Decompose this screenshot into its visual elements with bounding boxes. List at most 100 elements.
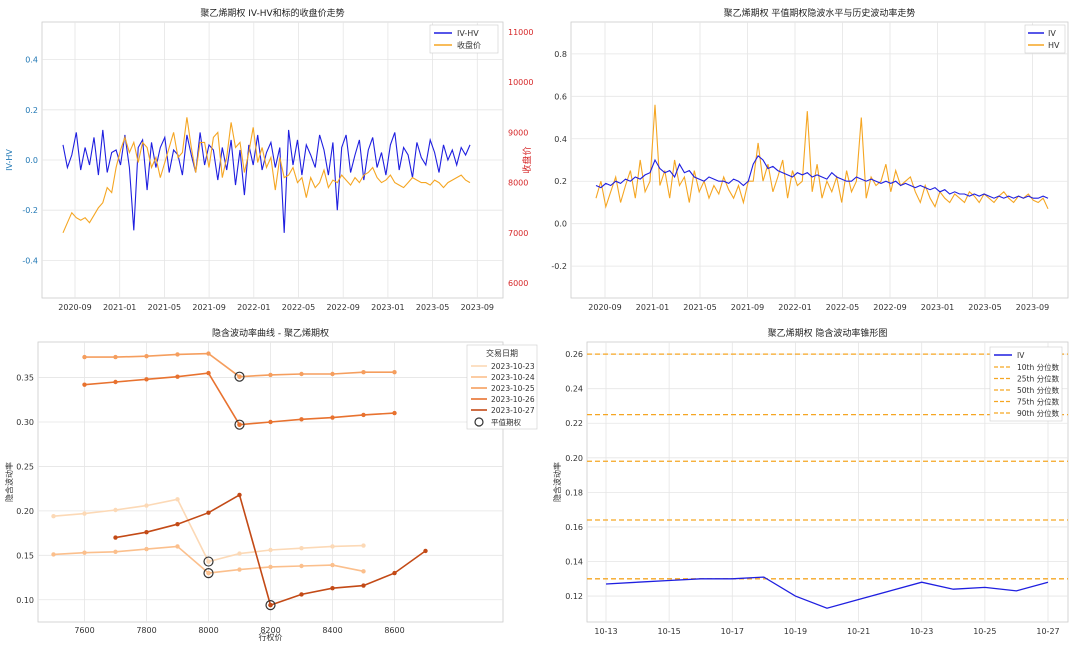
data-point: [175, 544, 180, 549]
data-point: [206, 570, 211, 576]
x-tick-label: 10-25: [973, 627, 996, 636]
data-point: [423, 548, 428, 554]
legend-label: 收盘价: [457, 40, 481, 50]
legend-label: 2023-10-27: [491, 406, 535, 415]
y-tick-label: 0.2: [25, 106, 38, 115]
data-point: [113, 535, 118, 540]
y-tick-label: 0.16: [565, 523, 583, 532]
atm-marker: [234, 419, 245, 430]
y-tick-label: 0.25: [16, 462, 34, 471]
data-point: [144, 530, 149, 535]
data-point: [330, 371, 335, 377]
data-point: [82, 382, 87, 387]
data-point: [144, 377, 149, 382]
legend-label: IV: [1017, 351, 1025, 360]
data-point: [113, 549, 118, 554]
y-tick-label: 0.20: [565, 454, 583, 463]
y-tick-label: 0.14: [565, 558, 583, 567]
data-point: [175, 352, 180, 357]
x-tick-label: 7600: [74, 626, 94, 635]
y-axis-label: 隐含波动率: [4, 462, 14, 502]
data-point: [268, 372, 273, 378]
y-tick-label: 0.22: [565, 419, 583, 428]
data-point: [299, 592, 304, 597]
x-tick-label: 2021-01: [103, 303, 136, 312]
close-price-line: [62, 117, 471, 234]
smile-line: [115, 493, 272, 606]
legend-label: HV: [1048, 41, 1060, 50]
y2-axis-label: 收盘价: [521, 146, 533, 173]
x-tick-label: 2020-09: [58, 303, 91, 312]
y-tick-label: 0.2: [554, 177, 567, 186]
y-tick-label: 0.0: [554, 220, 567, 229]
data-point: [330, 562, 335, 568]
data-point: [392, 570, 397, 576]
x-tick-label: 2023-09: [1016, 303, 1049, 312]
legend-label: 75th 分位数: [1017, 397, 1060, 407]
legend-label: 10th 分位数: [1017, 362, 1060, 372]
series-2023-10-24: [51, 544, 366, 579]
legend-label: IV-HV: [457, 29, 479, 38]
plot-frame: [570, 21, 1069, 299]
y-tick-label: -0.2: [22, 206, 38, 215]
x-tick-label: 2022-05: [826, 303, 859, 312]
y-axis-label: IV-HV: [5, 149, 14, 171]
data-point: [330, 544, 335, 549]
data-point: [144, 546, 149, 552]
data-point: [299, 546, 304, 551]
y-axis-label: 隐含波动率: [552, 462, 562, 502]
chart-iv-hv-close: 2020-09 2021-01 2021-05 2021-09 2022-01 2022-…: [5, 7, 533, 312]
data-point: [299, 417, 304, 422]
y-tick-label: 0.15: [16, 551, 34, 560]
smile-line: [208, 564, 364, 574]
chart-title: 聚乙烯期权 平值期权隐波水平与历史波动率走势: [724, 7, 916, 19]
data-point: [268, 547, 273, 553]
chart-title: 聚乙烯期权 隐含波动率锥形图: [768, 327, 888, 339]
x-tick-label: 2023-01: [371, 303, 404, 312]
data-point: [82, 550, 87, 555]
x-tick-label: 2020-09: [588, 303, 621, 312]
chart-title: 隐含波动率曲线 - 聚乙烯期权: [212, 327, 329, 339]
x-tick-label: 8200: [260, 626, 280, 635]
x-tick-label: 2023-09: [461, 303, 494, 312]
x-tick-label: 2022-09: [873, 303, 906, 312]
x-tick-label: 8600: [384, 626, 404, 635]
x-tick-label: 10-15: [658, 627, 681, 636]
x-tick-label: 2021-09: [731, 303, 764, 312]
data-point: [237, 551, 242, 556]
y-tick-label: 0.0: [25, 156, 38, 165]
data-point: [361, 569, 366, 574]
legend: IV HV: [1024, 24, 1066, 54]
atm-marker: [203, 568, 214, 579]
data-point: [144, 354, 149, 359]
data-point: [268, 602, 273, 608]
legend-label: 50th 分位数: [1017, 385, 1060, 395]
legend-label: 2023-10-25: [491, 384, 535, 393]
y-tick-label: 0.18: [565, 488, 583, 497]
y-tick-label: -0.2: [551, 262, 567, 271]
smile-line: [84, 372, 241, 426]
data-point: [268, 419, 273, 425]
legend-label: 2023-10-26: [491, 395, 535, 404]
data-point: [268, 564, 273, 570]
chart-atm-iv-hv: 2020-09 2021-01 2021-05 2021-09 2022-01 2022-…: [551, 7, 1069, 312]
x-tick-label: 8000: [198, 626, 218, 635]
x-tick-label: 7800: [136, 626, 156, 635]
y-tick-label: 0.4: [25, 56, 38, 65]
y-tick-label: 0.12: [565, 592, 583, 601]
series-2023-10-27: [113, 492, 428, 611]
y-tick-label: 0.26: [565, 350, 583, 359]
y2-tick-label: 9000: [508, 128, 528, 137]
legend-box: [1024, 24, 1066, 54]
data-point: [82, 354, 87, 360]
legend-label: 25th 分位数: [1017, 374, 1060, 384]
legend-atm-marker: [474, 417, 484, 427]
atm-marker: [203, 556, 214, 567]
data-point: [206, 510, 211, 515]
legend: IV-HV 收盘价: [429, 24, 499, 54]
smile-line: [239, 371, 395, 378]
data-point: [206, 351, 211, 356]
x-tick-label: 10-23: [910, 627, 933, 636]
chart-iv-cone: 10-13 10-15 10-17 10-19 10-21 10-23 10-25 10-27…: [552, 327, 1069, 636]
data-point: [299, 563, 304, 569]
